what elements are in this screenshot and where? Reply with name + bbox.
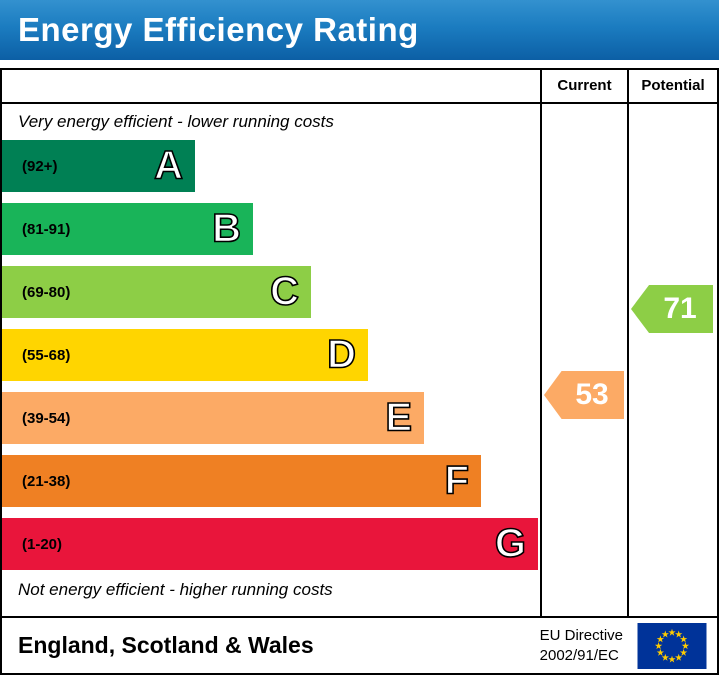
- current-column-header: Current: [557, 77, 612, 94]
- band-letter: D: [326, 332, 356, 378]
- band-letter: A: [153, 143, 183, 189]
- potential-rating-arrow: 71: [631, 285, 713, 333]
- band-range-label: (81-91): [22, 220, 71, 238]
- band-letter: F: [444, 458, 470, 504]
- eu-directive-label: EU Directive 2002/91/EC: [540, 626, 623, 665]
- eu-flag-icon: [637, 622, 707, 669]
- current-rating-arrow: 53: [544, 371, 624, 419]
- eu-directive-line2: 2002/91/EC: [539, 646, 619, 664]
- band-letter: E: [385, 395, 413, 441]
- eu-directive-line1: EU Directive: [539, 627, 623, 644]
- band-letter: G: [494, 521, 527, 567]
- chart-area: Current Potential Very energy efficient …: [0, 68, 719, 618]
- band-range-label: (21-38): [22, 472, 71, 490]
- top-note: Very energy efficient - lower running co…: [18, 112, 334, 131]
- current-rating-value: 53: [575, 378, 609, 411]
- potential-rating-value: 71: [663, 292, 697, 325]
- band-range-label: (1-20): [22, 535, 63, 553]
- title-bar: Energy Efficiency Rating: [0, 0, 719, 60]
- band-letter: B: [211, 206, 241, 252]
- page-title: Energy Efficiency Rating: [18, 11, 419, 48]
- footer: England, Scotland & Wales EU Directive 2…: [0, 618, 719, 675]
- bottom-note: Not energy efficient - higher running co…: [18, 580, 333, 599]
- band-bar-a: (92+) A: [2, 140, 195, 192]
- band-letter: C: [269, 269, 299, 315]
- potential-column-divider: [627, 70, 629, 616]
- band-range-label: (69-80): [22, 283, 71, 301]
- current-column-divider: [540, 70, 542, 616]
- potential-column-header: Potential: [641, 77, 705, 94]
- band-range-label: (92+): [22, 157, 58, 175]
- region-label: England, Scotland & Wales: [18, 632, 314, 658]
- band-bar-d: (55-68) D: [2, 329, 368, 381]
- rating-bands: (92+) A (81-91) B (69-80) C (55-68) D (3…: [2, 140, 540, 581]
- band-bar-f: (21-38) F: [2, 455, 481, 507]
- band-range-label: (39-54): [22, 409, 71, 427]
- band-bar-b: (81-91) B: [2, 203, 253, 255]
- band-bar-e: (39-54) E: [2, 392, 424, 444]
- band-bar-c: (69-80) C: [2, 266, 311, 318]
- band-range-label: (55-68): [22, 346, 71, 364]
- header-divider: [2, 102, 717, 104]
- band-bar-g: (1-20) G: [2, 518, 538, 570]
